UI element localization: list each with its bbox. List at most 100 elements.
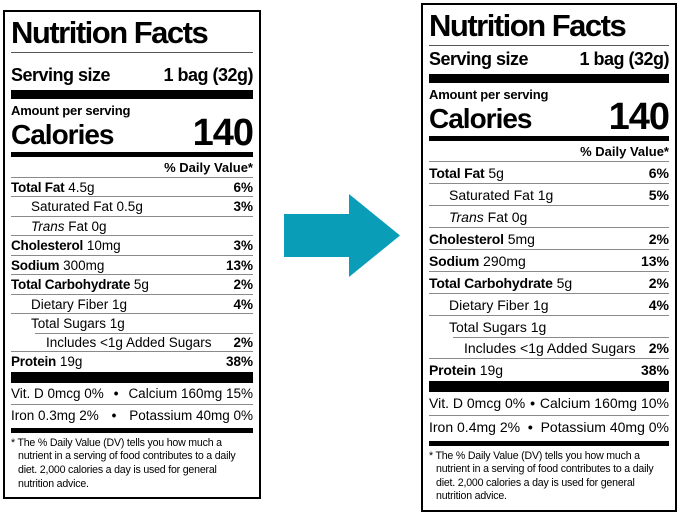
micronutrient-right: Potassium 40mg 0% [129, 407, 253, 423]
micronutrient-right: Calcium 160mg 15% [128, 385, 253, 401]
nutrient-row: Sodium 290mg 13% [429, 248, 669, 271]
nutrient-row: Total Carbohydrate 5g 2% [11, 274, 253, 294]
divider-bar [429, 380, 669, 392]
nutrient-name: Protein 19g [11, 354, 83, 370]
nutrient-row: Includes <1g Added Sugars 2% [429, 336, 669, 358]
micronutrient-rows: Vit. D 0mcg 0% • Calcium 160mg 15% Iron 0.3… [11, 383, 253, 426]
bullet-separator-icon: • [527, 419, 533, 436]
nutrient-rows: Total Fat 4.5g 6% Saturated Fat 0.5g 3% Tran… [11, 176, 253, 371]
nutrient-row: Cholesterol 10mg 3% [11, 235, 253, 255]
daily-value-percent: 13% [225, 257, 253, 273]
calories-value: 140 [192, 112, 254, 155]
daily-value-percent: 2% [648, 274, 669, 291]
serving-size-value: 1 bag (32g) [579, 49, 669, 70]
daily-value-percent: 6% [233, 179, 253, 195]
serving-size-row: Serving size 1 bag (32g) [11, 65, 253, 86]
nutrient-row: Total Sugars 1g [429, 314, 669, 337]
nutrient-name: Cholesterol 10mg [11, 238, 121, 254]
nutrient-name: Saturated Fat 0.5g [31, 199, 143, 215]
nutrient-row: Total Fat 5g 6% [429, 160, 669, 183]
nutrient-row: Cholesterol 5mg 2% [429, 226, 669, 249]
nutrient-name: Includes <1g Added Sugars [464, 339, 636, 356]
nutrient-row: Saturated Fat 0.5g 3% [11, 196, 253, 216]
micronutrient-left: Vit. D 0mcg 0% [11, 385, 104, 401]
daily-value-percent: 2% [648, 339, 669, 356]
nutrient-row: Dietary Fiber 1g 4% [429, 292, 669, 315]
right-arrow-icon [284, 194, 400, 277]
calories-value: 140 [608, 96, 670, 139]
nutrient-row: Protein 19g 38% [11, 351, 253, 371]
daily-value-percent: 2% [233, 334, 253, 350]
nutrient-row: Includes <1g Added Sugars 2% [11, 332, 253, 352]
divider-bar [429, 74, 669, 84]
daily-value-percent: 4% [648, 296, 669, 313]
nutrient-name: Sodium 300mg [11, 257, 105, 273]
nutrition-label-before: Nutrition Facts Serving size 1 bag (32g)… [3, 10, 261, 500]
nutrient-name: Total Fat 4.5g [11, 179, 95, 195]
nutrient-row: Total Sugars 1g [11, 313, 253, 333]
right-arrow-shape [284, 194, 400, 277]
calories-label: Calories [429, 103, 532, 135]
label-title: Nutrition Facts [429, 9, 669, 47]
nutrient-name: Total Carbohydrate 5g [429, 274, 573, 291]
daily-value-header: % Daily Value* [580, 143, 669, 159]
footnote: * The % Daily Value (DV) tells you how m… [11, 436, 236, 490]
micronutrient-row: Iron 0.3mg 2% • Potassium 40mg 0% [11, 403, 253, 426]
amount-per-serving-label: Amount per serving [11, 103, 131, 119]
daily-value-percent: 5% [648, 186, 669, 203]
label-title: Nutrition Facts [11, 16, 253, 54]
nutrient-row: Total Fat 4.5g 6% [11, 176, 253, 197]
amount-per-serving-label: Amount per serving [429, 87, 549, 103]
daily-value-percent: 3% [233, 238, 253, 254]
nutrient-name: Trans Fat 0g [449, 208, 528, 225]
nutrient-name: Includes <1g Added Sugars [46, 334, 212, 350]
divider-bar [11, 90, 253, 100]
nutrient-name: Total Sugars 1g [31, 316, 125, 332]
nutrient-row: Saturated Fat 1g 5% [429, 182, 669, 205]
daily-value-percent: 2% [648, 230, 669, 247]
divider-bar [11, 427, 253, 433]
daily-value-percent: 13% [640, 252, 669, 269]
micronutrient-right: Calcium 160mg 10% [539, 395, 669, 412]
nutrient-row: Trans Fat 0g [429, 204, 669, 227]
nutrient-name: Total Fat 5g [429, 164, 504, 181]
serving-size-label: Serving size [429, 49, 529, 70]
nutrient-name: Protein 19g [429, 361, 504, 378]
nutrient-name: Trans Fat 0g [31, 218, 107, 234]
nutrient-row: Dietary Fiber 1g 4% [11, 293, 253, 314]
bullet-separator-icon: • [530, 395, 535, 412]
serving-size-row: Serving size 1 bag (32g) [429, 49, 669, 70]
micronutrient-rows: Vit. D 0mcg 0% • Calcium 160mg 10% Iron 0.4… [429, 392, 669, 439]
micronutrient-right: Potassium 40mg 0% [540, 419, 669, 436]
divider-bar [11, 151, 253, 157]
nutrient-name: Dietary Fiber 1g [449, 296, 549, 313]
nutrient-rows: Total Fat 5g 6% Saturated Fat 1g 5% Trans Fa… [429, 160, 669, 380]
divider-bar [429, 440, 669, 446]
nutrient-row: Protein 19g 38% [429, 357, 669, 380]
calories-label: Calories [11, 119, 114, 151]
nutrition-label-after: Nutrition Facts Serving size 1 bag (32g)… [421, 3, 677, 512]
nutrient-row: Trans Fat 0g [11, 215, 253, 236]
micronutrient-left: Iron 0.4mg 2% [429, 419, 521, 436]
nutrient-name: Saturated Fat 1g [449, 186, 554, 203]
nutrient-name: Cholesterol 5mg [429, 230, 535, 247]
nutrient-row: Sodium 300mg 13% [11, 254, 253, 275]
nutrient-row: Total Carbohydrate 5g 2% [429, 270, 669, 293]
daily-value-percent: 38% [640, 361, 669, 378]
calories-row: Calories 140 [11, 112, 254, 155]
daily-value-percent: 4% [233, 296, 253, 312]
before-after-arrow [284, 193, 401, 278]
bullet-separator-icon: • [111, 407, 117, 423]
calories-row: Calories 140 [429, 96, 670, 139]
serving-size-value: 1 bag (32g) [163, 65, 253, 86]
micronutrient-row: Vit. D 0mcg 0% • Calcium 160mg 15% [11, 383, 253, 404]
nutrient-name: Total Sugars 1g [449, 318, 547, 335]
daily-value-percent: 38% [225, 354, 253, 370]
micronutrient-row: Iron 0.4mg 2% • Potassium 40mg 0% [429, 414, 669, 439]
daily-value-percent: 3% [233, 199, 253, 215]
daily-value-percent: 2% [233, 277, 253, 293]
nutrient-name: Sodium 290mg [429, 252, 526, 269]
nutrient-name: Dietary Fiber 1g [31, 296, 128, 312]
micronutrient-row: Vit. D 0mcg 0% • Calcium 160mg 10% [429, 392, 669, 415]
micronutrient-left: Vit. D 0mcg 0% [429, 395, 526, 412]
